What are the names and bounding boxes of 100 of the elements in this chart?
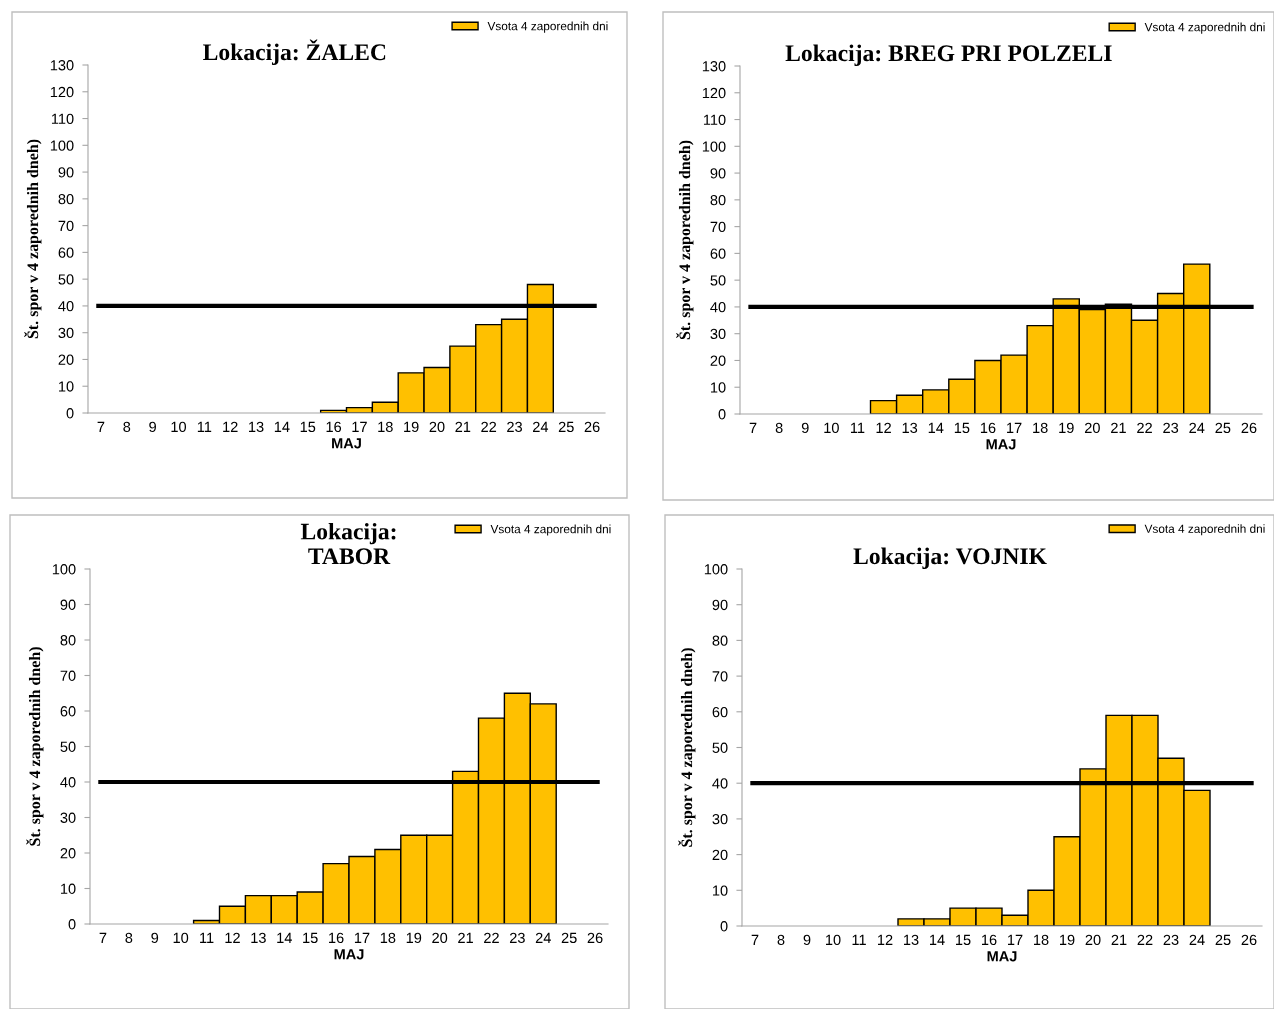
x-tick-label: 24 [533,421,549,432]
y-tick-label: 130 [50,60,74,71]
legend-label: Vsota 4 zaporednih dni [487,21,608,33]
x-tick-label: 8 [777,934,785,946]
x-tick-label: 15 [954,422,970,434]
x-tick-label: 16 [329,932,344,944]
y-tick-label: 50 [710,275,726,286]
x-tick-label: 12 [878,934,893,945]
y-tick-label: 70 [58,220,74,232]
x-tick-label: 12 [223,421,238,432]
x-tick-label: 17 [1007,422,1022,433]
y-tick-label: 20 [712,849,728,861]
y-tick-label: 0 [720,921,728,932]
x-tick-label: 8 [775,422,783,434]
y-tick-label: 80 [712,635,728,646]
y-axis-title: Št. spor v 4 zaporednih dneh) [676,140,694,340]
y-tick-label: 20 [60,848,76,859]
x-tick-label: 20 [1085,934,1101,946]
y-tick-label: 20 [58,354,74,365]
x-axis-title: MAJ [987,951,1017,962]
y-tick-label: 120 [702,87,726,99]
y-tick-label: 60 [710,248,726,259]
legend-label: Vsota 4 zaporednih dni [1144,22,1265,34]
y-tick-label: 70 [60,670,76,681]
x-tick-label: 22 [1137,422,1152,433]
y-tick-label: 110 [703,114,726,125]
x-tick-label: 10 [826,934,841,946]
y-tick-label: 0 [68,919,76,930]
x-tick-label: 20 [1084,422,1100,434]
x-tick-label: 18 [378,421,393,433]
y-tick-label: 0 [718,409,726,420]
x-tick-label: 14 [277,932,292,943]
x-axis-title: MAJ [334,949,364,960]
y-tick-label: 30 [60,812,76,823]
x-tick-label: 24 [1189,934,1205,945]
y-tick-label: 70 [710,221,726,233]
x-tick-label: 25 [558,421,574,433]
y-tick-label: 30 [710,328,726,340]
x-tick-label: 8 [123,421,131,433]
y-tick-label: 100 [704,564,728,575]
x-tick-label: 12 [225,932,240,943]
x-tick-label: 13 [249,421,264,433]
x-tick-label: 11 [197,421,212,432]
y-tick-label: 50 [712,742,728,753]
y-tick-label: 80 [58,193,74,205]
x-tick-label: 19 [1060,934,1075,946]
y-tick-label: 0 [66,408,74,419]
x-tick-label: 15 [303,932,318,944]
y-tick-label: 40 [710,302,726,313]
x-tick-label: 11 [852,934,866,945]
x-tick-label: 23 [507,421,522,433]
y-tick-label: 40 [58,301,74,312]
y-tick-label: 80 [710,194,726,206]
x-tick-label: 11 [850,422,865,433]
y-tick-label: 30 [712,814,728,825]
chart-title: Lokacija: TABOR [300,522,396,565]
x-tick-label: 16 [980,422,996,434]
y-tick-label: 130 [702,61,726,72]
x-tick-label: 19 [404,421,419,433]
x-tick-label: 26 [584,421,600,433]
y-tick-label: 60 [60,706,76,717]
x-axis-title: MAJ [986,439,1016,450]
x-tick-label: 16 [982,934,997,946]
x-tick-label: 23 [1163,934,1179,946]
x-tick-label: 24 [535,932,551,943]
x-tick-label: 7 [97,421,105,432]
x-tick-label: 13 [251,932,266,944]
x-tick-label: 9 [801,422,809,434]
y-tick-label: 10 [61,883,76,894]
x-axis-title: MAJ [332,438,361,449]
y-tick-label: 100 [702,141,726,152]
chart-title: Lokacija: ŽALEC [203,39,386,65]
x-tick-label: 18 [1034,934,1049,946]
x-tick-label: 25 [1215,422,1231,434]
y-tick-label: 90 [712,599,728,611]
x-tick-label: 21 [1111,934,1127,945]
y-tick-label: 10 [711,382,726,393]
legend-label: Vsota 4 zaporednih dni [490,524,611,536]
x-tick-label: 22 [1137,934,1153,945]
x-tick-label: 7 [751,934,759,945]
x-tick-label: 19 [1059,422,1074,434]
x-tick-label: 25 [1215,934,1231,946]
y-tick-label: 40 [60,777,76,788]
x-tick-label: 20 [432,932,448,944]
x-tick-label: 22 [481,421,497,432]
x-tick-label: 10 [173,932,189,944]
y-axis-title: Št. spor v 4 zaporednih dneh) [24,139,42,339]
x-tick-label: 13 [904,934,919,946]
y-tick-label: 90 [58,167,74,178]
x-tick-label: 15 [956,934,971,946]
y-tick-label: 100 [50,140,74,151]
x-tick-label: 8 [125,932,133,944]
y-axis-title: Št. spor v 4 zaporednih dneh) [678,648,696,847]
x-tick-label: 21 [1111,422,1126,433]
y-tick-label: 50 [58,274,74,285]
x-tick-label: 18 [1033,422,1048,434]
x-tick-label: 16 [326,421,342,433]
y-tick-label: 60 [712,706,728,718]
y-tick-label: 10 [713,885,728,896]
x-tick-label: 22 [484,932,499,943]
